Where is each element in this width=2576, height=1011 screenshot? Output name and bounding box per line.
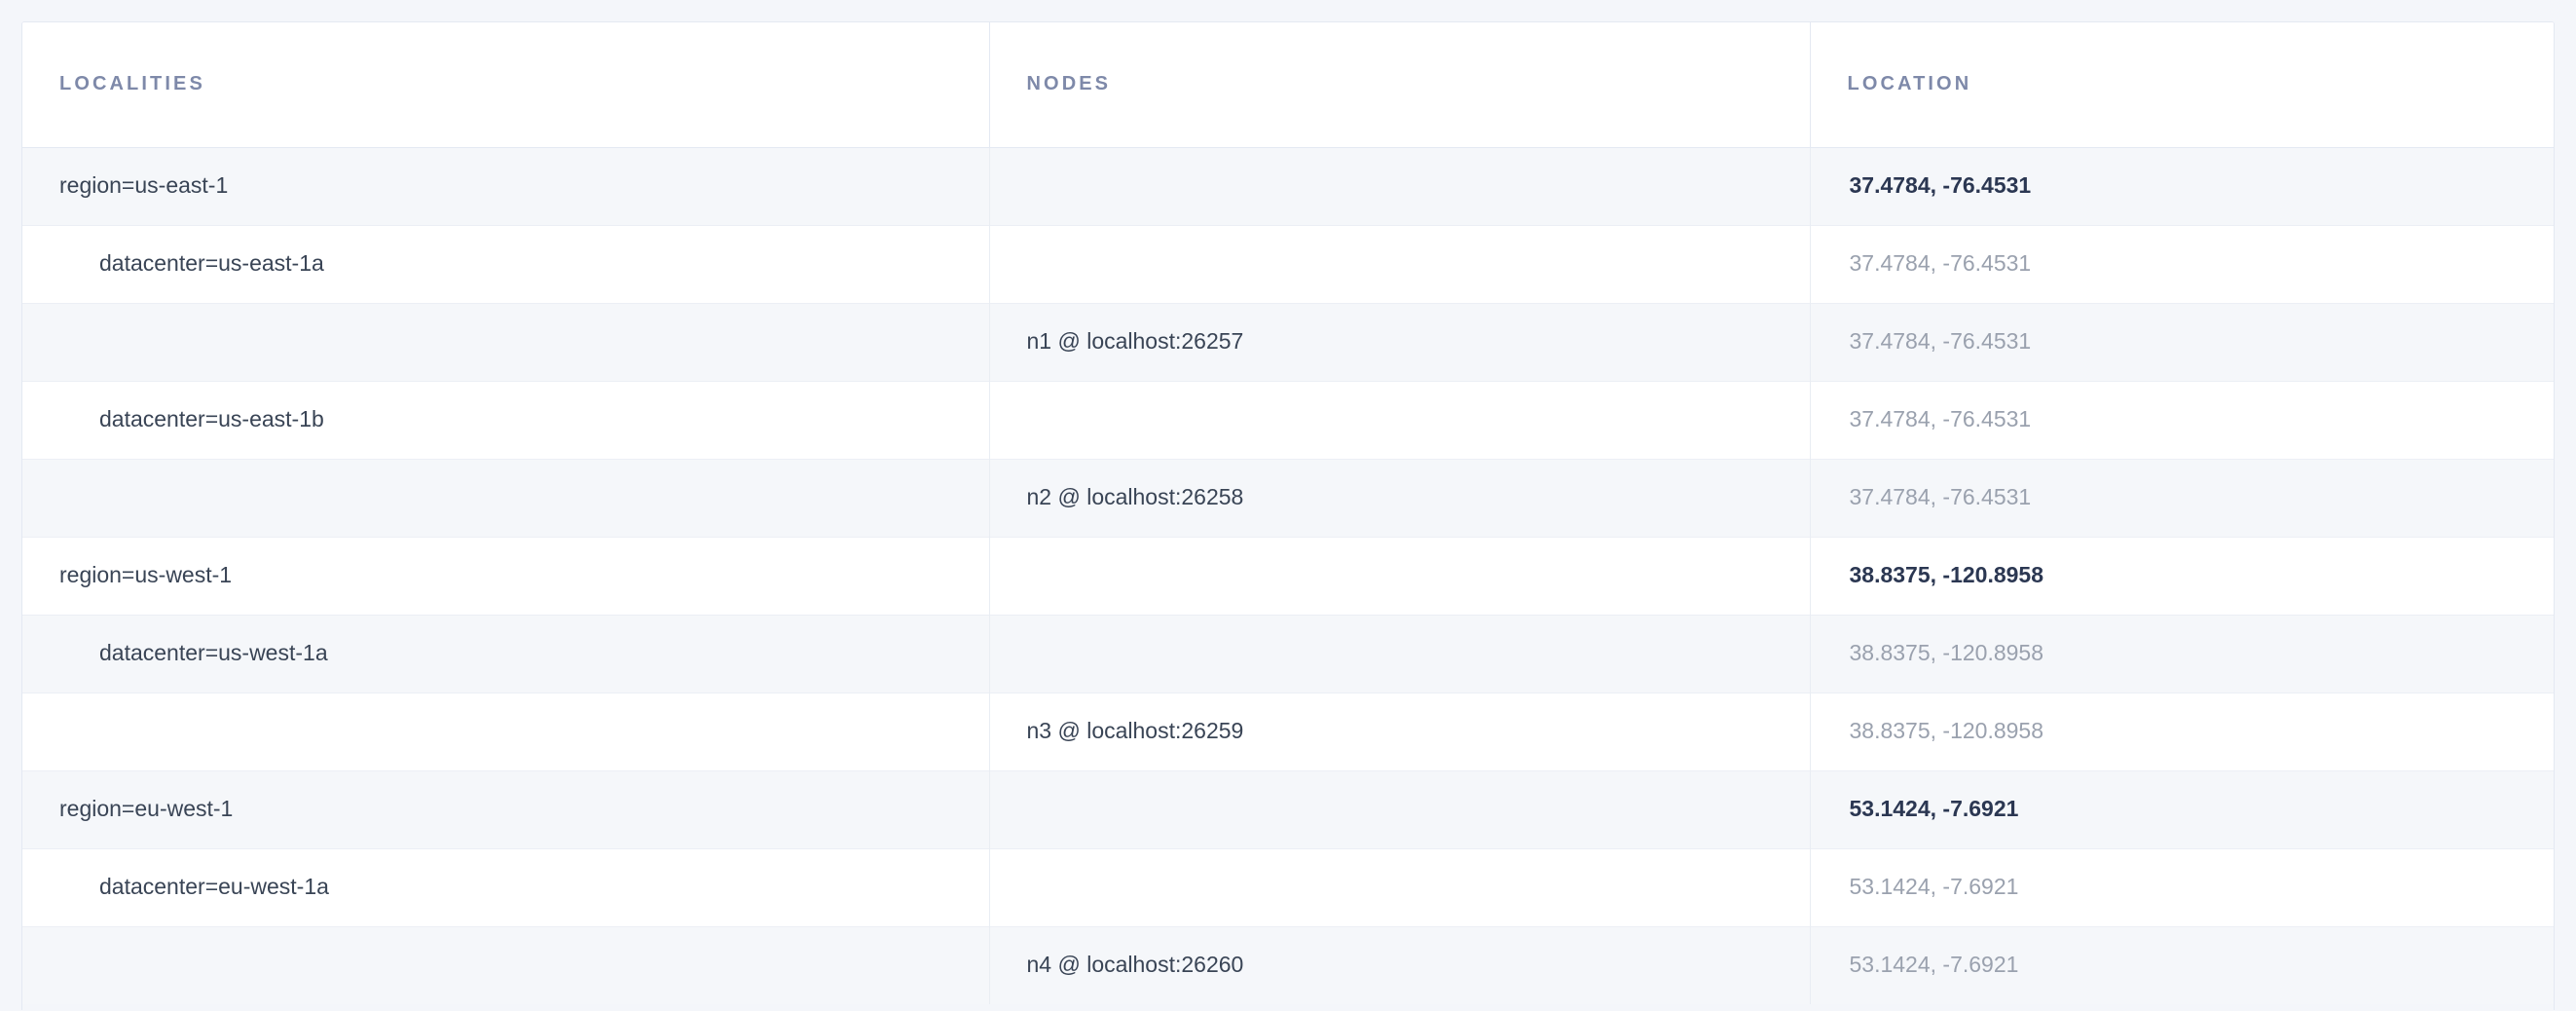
cell-location: 38.8375, -120.8958 [1810,614,2554,693]
cell-locality [22,692,990,770]
cell-location: 53.1424, -7.6921 [1810,847,2554,926]
cell-locality: datacenter=us-east-1a [22,224,990,303]
table-row[interactable]: datacenter=us-west-1a 38.8375, -120.8958 [22,614,2554,693]
table-row[interactable]: datacenter=eu-west-1a 53.1424, -7.6921 [22,847,2554,926]
table-row[interactable]: region=us-east-1 37.4784, -76.4531 [22,146,2554,225]
cell-locality [22,925,990,1004]
cell-node [989,847,1811,926]
table-row[interactable]: n2 @ localhost:26258 37.4784, -76.4531 [22,458,2554,537]
localities-card: LOCALITIES NODES LOCATION region=us-east… [21,21,2555,1004]
table-row[interactable]: n4 @ localhost:26260 53.1424, -7.6921 [22,925,2554,1004]
cell-node [989,536,1811,615]
cell-locality: region=us-west-1 [22,536,990,615]
table-row[interactable]: n1 @ localhost:26257 37.4784, -76.4531 [22,302,2554,381]
cell-node: n1 @ localhost:26257 [989,302,1811,381]
cell-locality: datacenter=eu-west-1a [22,847,990,926]
cell-locality: region=eu-west-1 [22,769,990,848]
cell-locality: datacenter=us-east-1b [22,380,990,459]
cell-locality: region=us-east-1 [22,146,990,225]
cell-location: 53.1424, -7.6921 [1810,769,2554,848]
cell-node [989,224,1811,303]
cell-locality [22,302,990,381]
card-footer [21,1004,2555,1010]
cell-node [989,146,1811,225]
localities-table: LOCALITIES NODES LOCATION region=us-east… [22,22,2554,1004]
column-header-location[interactable]: LOCATION [1810,22,2554,147]
table-header: LOCALITIES NODES LOCATION [22,22,2554,147]
cell-location: 37.4784, -76.4531 [1810,380,2554,459]
cell-location: 37.4784, -76.4531 [1810,146,2554,225]
cell-locality [22,458,990,537]
table-row[interactable]: datacenter=us-east-1b 37.4784, -76.4531 [22,380,2554,459]
cell-node [989,380,1811,459]
cell-locality: datacenter=us-west-1a [22,614,990,693]
table-row[interactable]: datacenter=us-east-1a 37.4784, -76.4531 [22,224,2554,303]
cell-node: n3 @ localhost:26259 [989,692,1811,770]
cell-node: n2 @ localhost:26258 [989,458,1811,537]
cell-node [989,769,1811,848]
cell-node: n4 @ localhost:26260 [989,925,1811,1004]
cell-location: 37.4784, -76.4531 [1810,302,2554,381]
table-row[interactable]: region=eu-west-1 53.1424, -7.6921 [22,769,2554,848]
cell-location: 38.8375, -120.8958 [1810,536,2554,615]
cell-location: 37.4784, -76.4531 [1810,224,2554,303]
table-body: region=us-east-1 37.4784, -76.4531 datacen… [22,146,2554,1004]
table-header-row: LOCALITIES NODES LOCATION [22,22,2554,147]
table-row[interactable]: region=us-west-1 38.8375, -120.8958 [22,536,2554,615]
cell-location: 38.8375, -120.8958 [1810,692,2554,770]
cell-node [989,614,1811,693]
cell-location: 37.4784, -76.4531 [1810,458,2554,537]
column-header-nodes[interactable]: NODES [989,22,1811,147]
column-header-localities[interactable]: LOCALITIES [22,22,990,147]
table-row[interactable]: n3 @ localhost:26259 38.8375, -120.8958 [22,692,2554,770]
cell-location: 53.1424, -7.6921 [1810,925,2554,1004]
